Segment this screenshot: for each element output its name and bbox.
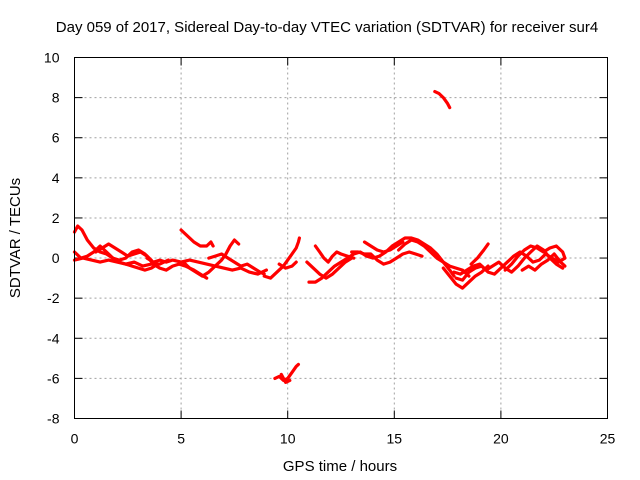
series-line: [305, 256, 354, 280]
axis-ticks: [74, 57, 608, 419]
y-tick-label: -8: [47, 411, 60, 427]
series-line: [279, 372, 292, 384]
y-tick-label: 8: [52, 90, 60, 106]
series-line: [181, 238, 241, 278]
series-line: [433, 90, 452, 110]
x-tick-label: 5: [177, 431, 185, 447]
series-line: [307, 236, 456, 284]
y-tick-label: 4: [52, 170, 60, 186]
series-line: [313, 244, 356, 264]
series-line: [145, 256, 268, 276]
y-tick-label: 6: [52, 130, 60, 146]
y-axis-label: SDTVAR / TECUs: [7, 178, 24, 298]
chart-title: Day 059 of 2017, Sidereal Day-to-day VTE…: [56, 19, 598, 36]
x-tick-label: 25: [600, 431, 616, 447]
series-line: [277, 260, 298, 270]
y-tick-labels: -8 -6 -4 -2 0 2 4 6 8 10: [44, 50, 60, 427]
y-tick-label: 0: [52, 250, 60, 266]
y-tick-label: -2: [47, 290, 60, 306]
series-line: [441, 264, 490, 290]
series-line: [179, 228, 215, 248]
y-tick-label: 10: [44, 50, 60, 66]
x-axis-label: GPS time / hours: [283, 458, 397, 475]
series-line: [469, 242, 490, 266]
series-line: [207, 252, 266, 276]
y-tick-label: 2: [52, 210, 60, 226]
series-line: [362, 240, 405, 254]
data-series: [72, 90, 567, 384]
x-tick-label: 15: [387, 431, 403, 447]
series-line: [503, 244, 567, 272]
x-tick-labels: 0 5 10 15 20 25: [71, 431, 616, 447]
plot-frame: [74, 57, 608, 419]
x-tick-label: 10: [280, 431, 296, 447]
grid-lines: [74, 57, 608, 419]
series-line: [262, 236, 301, 280]
y-tick-label: -6: [47, 370, 60, 386]
series-line: [273, 362, 300, 382]
x-tick-label: 0: [71, 431, 79, 447]
series-line: [72, 244, 153, 262]
series-line: [397, 238, 471, 278]
series-line: [454, 250, 567, 282]
series-line: [350, 250, 424, 266]
series-line: [520, 252, 567, 272]
y-tick-label: -4: [47, 330, 60, 346]
x-tick-label: 20: [493, 431, 509, 447]
